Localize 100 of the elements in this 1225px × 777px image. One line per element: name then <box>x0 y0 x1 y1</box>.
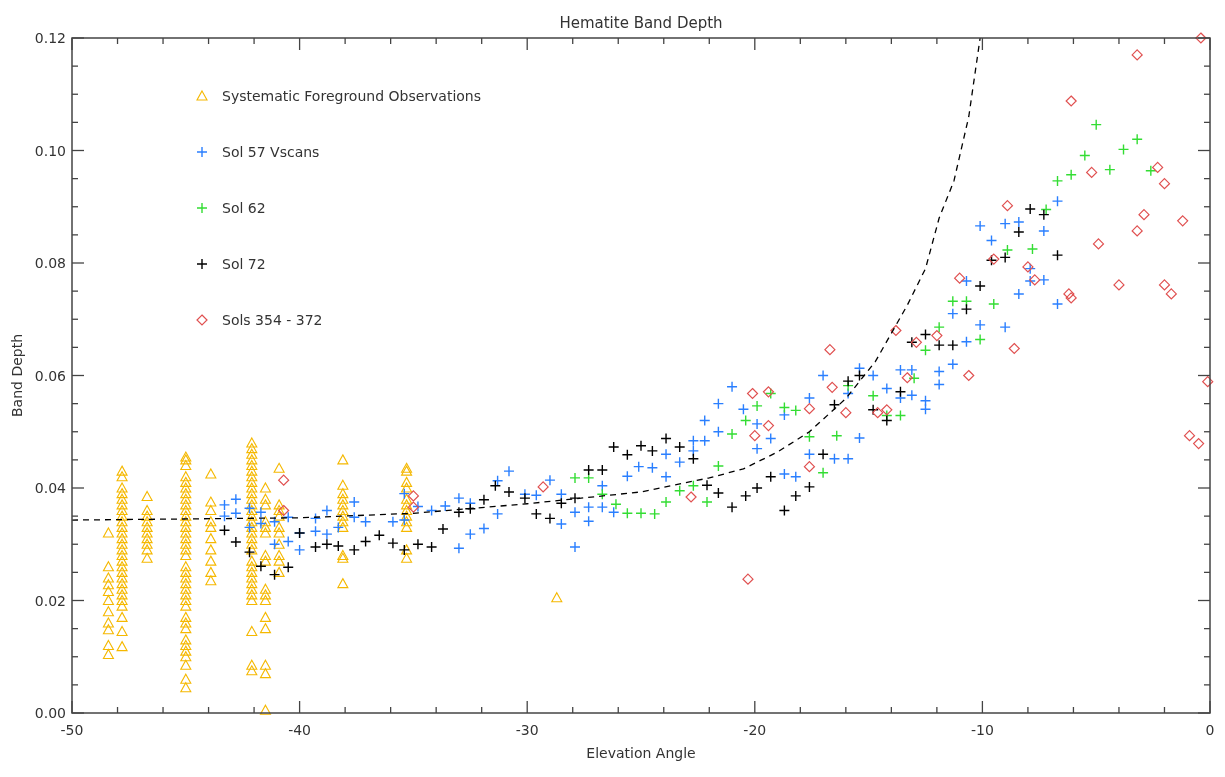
y-tick-label: 0.08 <box>34 255 66 271</box>
point <box>1131 133 1143 145</box>
point <box>778 401 791 414</box>
point <box>1001 244 1014 256</box>
point <box>1008 342 1020 355</box>
point <box>908 372 920 385</box>
legend-label: Sol 62 <box>222 200 266 216</box>
point <box>1152 161 1164 173</box>
point <box>582 472 595 484</box>
point <box>660 496 672 508</box>
point <box>831 429 843 442</box>
point <box>872 407 884 419</box>
point <box>1029 274 1041 286</box>
point <box>749 430 761 442</box>
point <box>740 414 752 427</box>
point <box>1090 118 1102 131</box>
point <box>1165 288 1177 300</box>
point <box>1113 279 1125 291</box>
point <box>933 321 945 333</box>
point <box>1138 209 1150 221</box>
point <box>919 344 932 356</box>
point <box>826 381 838 393</box>
point <box>278 474 290 486</box>
point <box>1092 238 1105 250</box>
point <box>840 407 852 419</box>
point <box>894 409 907 422</box>
point <box>621 507 634 520</box>
point <box>1145 165 1157 177</box>
point <box>537 481 549 493</box>
y-axis-title: Band Depth <box>9 333 25 418</box>
point <box>890 324 902 337</box>
point <box>803 461 816 473</box>
point <box>803 431 816 443</box>
x-tick-label: -30 <box>515 722 539 738</box>
point <box>726 428 738 440</box>
y-tick-label: 0.02 <box>34 592 66 609</box>
x-tick-label: -20 <box>743 722 767 738</box>
point <box>867 390 879 402</box>
point <box>790 404 802 417</box>
point <box>803 403 816 415</box>
y-tick-label: 0.00 <box>34 705 66 721</box>
point <box>1195 32 1207 44</box>
point <box>1065 95 1077 107</box>
x-tick-label: -10 <box>970 722 994 738</box>
y-tick-label: 0.12 <box>34 30 66 46</box>
point <box>407 490 419 502</box>
point <box>712 460 725 472</box>
point <box>947 295 959 307</box>
point <box>673 485 686 497</box>
point <box>1104 163 1116 176</box>
legend-label: Sol 57 Vscans <box>222 144 320 160</box>
point <box>901 372 913 384</box>
legend-label: Sol 72 <box>222 256 266 272</box>
point <box>1026 243 1039 255</box>
point <box>824 344 836 356</box>
point <box>610 498 622 511</box>
point <box>988 298 1000 310</box>
point <box>596 488 609 500</box>
point <box>1086 166 1098 179</box>
point <box>910 336 922 348</box>
x-tick-label: -40 <box>288 722 312 738</box>
point <box>1051 175 1064 187</box>
point <box>1063 288 1075 300</box>
x-tick-label: 0 <box>1205 722 1215 738</box>
point <box>817 467 829 479</box>
point <box>701 496 713 508</box>
point <box>1193 437 1205 450</box>
x-tick-label: -50 <box>60 722 84 738</box>
point <box>1001 200 1014 212</box>
point <box>742 573 754 585</box>
point <box>1158 178 1171 190</box>
y-tick-label: 0.04 <box>34 480 67 496</box>
point <box>762 419 775 432</box>
point <box>278 504 290 517</box>
point <box>881 404 893 416</box>
point <box>1065 292 1077 304</box>
point <box>1117 143 1130 156</box>
legend-label: Systematic Foreground Observations <box>222 88 482 104</box>
point <box>685 491 697 503</box>
chart-title: Hematite Band Depth <box>559 14 723 32</box>
point <box>1158 279 1171 291</box>
x-axis-title: Elevation Angle <box>586 745 696 761</box>
point <box>1131 49 1143 61</box>
point <box>751 400 763 412</box>
point <box>963 369 975 382</box>
point <box>954 272 966 284</box>
point <box>407 501 419 513</box>
legend-label: Sols 354 - 372 <box>222 312 323 328</box>
point <box>648 508 661 520</box>
point <box>1202 376 1214 388</box>
y-tick-label: 0.10 <box>34 142 66 159</box>
point <box>1177 215 1189 227</box>
point <box>1065 168 1077 181</box>
point <box>1079 149 1091 162</box>
point <box>974 333 986 346</box>
point <box>635 507 647 520</box>
point <box>931 329 943 342</box>
y-tick-label: 0.06 <box>34 367 67 384</box>
point <box>1131 225 1143 237</box>
point <box>687 480 700 492</box>
